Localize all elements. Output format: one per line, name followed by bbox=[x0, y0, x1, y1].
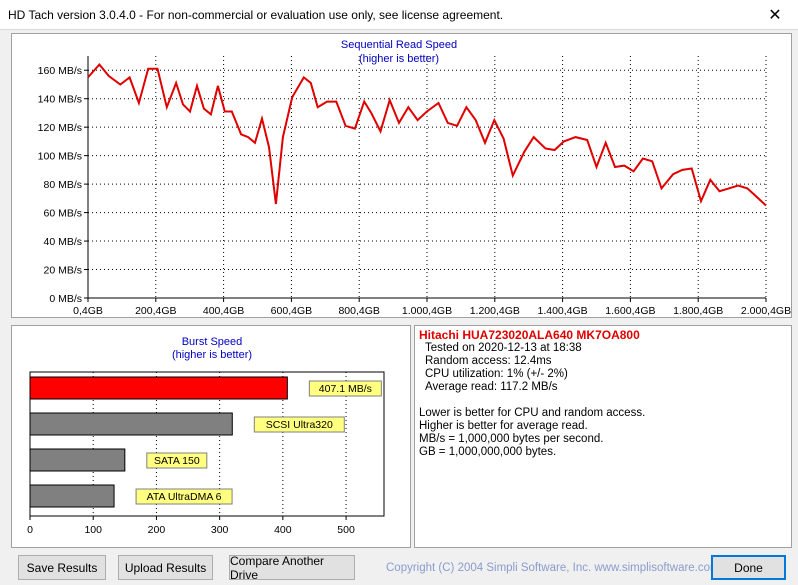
burst-xtick-label: 100 bbox=[84, 524, 102, 536]
seq-xtick-label: 1.400,4GB bbox=[537, 305, 587, 317]
burst-bar-label: ATA UltraDMA 6 bbox=[147, 491, 222, 503]
burst-bar-label: SCSI Ultra320 bbox=[266, 419, 333, 431]
burst-label-box bbox=[308, 380, 382, 397]
sequential-read-svg: Sequential Read Speed (higher is better)… bbox=[38, 39, 791, 317]
drive-name: Hitachi HUA723020ALA640 MK7OA800 bbox=[419, 328, 640, 342]
burst-xtick-label: 200 bbox=[148, 524, 166, 536]
compare-drive-button[interactable]: Compare Another Drive bbox=[229, 554, 355, 582]
sequential-read-chart: Sequential Read Speed (higher is better)… bbox=[11, 33, 792, 318]
note-gb-def: GB = 1,000,000,000 bytes. bbox=[419, 446, 557, 458]
burst-label-box bbox=[253, 416, 345, 433]
seq-xtick-label: 1.600,4GB bbox=[605, 305, 655, 317]
drive-info-panel: Hitachi HUA723020ALA640 MK7OA800 Tested … bbox=[414, 325, 792, 548]
note-lower-better: Lower is better for CPU and random acces… bbox=[419, 407, 646, 419]
window-title: HD Tach version 3.0.4.0 - For non-commer… bbox=[8, 8, 504, 22]
burst-xtick-label: 400 bbox=[274, 524, 292, 536]
done-button[interactable]: Done bbox=[711, 555, 786, 580]
burst-bar bbox=[29, 376, 288, 400]
seq-xtick-label: 1.000,4GB bbox=[402, 305, 452, 317]
burst-xtick-label: 300 bbox=[211, 524, 229, 536]
seq-xtick-label: 600,4GB bbox=[271, 305, 312, 317]
burst-bar-label: 407.1 MB/s bbox=[319, 383, 372, 395]
seq-ytick-label: 80 MB/s bbox=[43, 179, 82, 191]
average-read: Average read: 117.2 MB/s bbox=[425, 381, 558, 393]
burst-xtick-label: 0 bbox=[27, 524, 33, 536]
seq-xtick-label: 200,4GB bbox=[135, 305, 176, 317]
random-access: Random access: 12.4ms bbox=[425, 355, 552, 367]
seq-ytick-label: 60 MB/s bbox=[43, 208, 82, 220]
copyright-text: Copyright (C) 2004 Simpli Software, Inc.… bbox=[386, 562, 720, 574]
seq-xtick-label: 400,4GB bbox=[203, 305, 244, 317]
seq-ytick-label: 100 MB/s bbox=[38, 151, 82, 163]
close-icon[interactable]: ✕ bbox=[768, 7, 782, 24]
seq-ytick-label: 120 MB/s bbox=[38, 122, 82, 134]
burst-label-box bbox=[135, 488, 233, 505]
seq-ytick-label: 160 MB/s bbox=[38, 65, 82, 77]
cpu-utilization: CPU utilization: 1% (+/- 2%) bbox=[425, 368, 568, 380]
save-results-button[interactable]: Save Results bbox=[18, 555, 106, 580]
burst-bar-label: SATA 150 bbox=[154, 455, 200, 467]
seq-ytick-label: 20 MB/s bbox=[43, 265, 82, 277]
burst-title: Burst Speed bbox=[182, 336, 243, 348]
seq-xtick-label: 0,4GB bbox=[73, 305, 103, 317]
seq-ytick-label: 0 MB/s bbox=[49, 293, 82, 305]
burst-label-box bbox=[146, 452, 208, 469]
burst-speed-svg: Burst Speed (higher is better) 407.1 MB/… bbox=[27, 336, 385, 536]
seq-xtick-label: 1.800,4GB bbox=[673, 305, 723, 317]
burst-subtitle: (higher is better) bbox=[172, 349, 252, 361]
tested-date: Tested on 2020-12-13 at 18:38 bbox=[425, 342, 582, 354]
burst-bar bbox=[29, 448, 126, 472]
burst-xtick-label: 500 bbox=[337, 524, 355, 536]
upload-results-button[interactable]: Upload Results bbox=[118, 555, 213, 580]
burst-plot-frame bbox=[29, 371, 385, 517]
seq-ytick-label: 40 MB/s bbox=[43, 236, 82, 248]
seq-ytick-label: 140 MB/s bbox=[38, 94, 82, 106]
chart-subtitle: (higher is better) bbox=[359, 53, 439, 65]
seq-xtick-label: 2.000,4GB bbox=[741, 305, 791, 317]
note-mbs-def: MB/s = 1,000,000 bytes per second. bbox=[419, 433, 604, 445]
chart-title: Sequential Read Speed bbox=[341, 39, 457, 51]
seq-xtick-label: 1.200,4GB bbox=[470, 305, 520, 317]
burst-speed-chart: Burst Speed (higher is better) 407.1 MB/… bbox=[11, 325, 411, 548]
note-higher-better: Higher is better for average read. bbox=[419, 420, 588, 432]
title-bar: HD Tach version 3.0.4.0 - For non-commer… bbox=[0, 0, 798, 30]
read-speed-line bbox=[87, 62, 767, 207]
burst-bar bbox=[29, 412, 233, 436]
burst-bar bbox=[29, 484, 115, 508]
seq-xtick-label: 800,4GB bbox=[338, 305, 379, 317]
